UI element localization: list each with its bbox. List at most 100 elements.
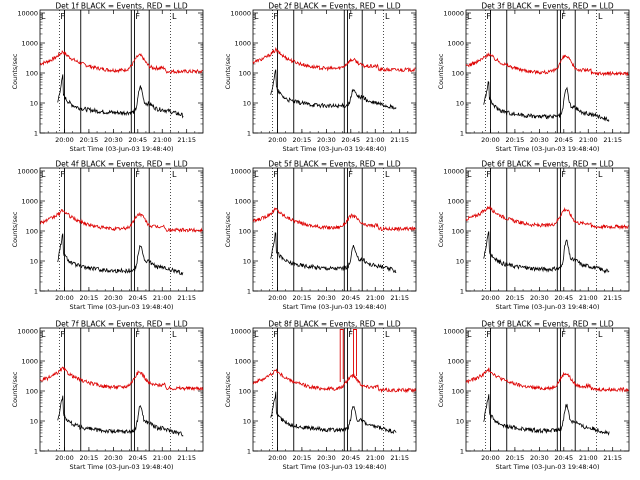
panel-det-6: Det 6f BLACK = Events, RED = LLD 1 10 100 10…	[437, 160, 630, 311]
y-tick-label: 1	[247, 130, 251, 138]
y-tick-label: 1000	[447, 198, 464, 206]
x-tick-label: 21:15	[603, 454, 622, 462]
y-tick-label: 100	[239, 388, 251, 396]
marker-last: L	[41, 12, 46, 21]
marker-last: L	[41, 170, 46, 179]
marker-last: L	[598, 170, 603, 179]
y-tick-label: 10	[30, 100, 38, 108]
y-tick-label: 10000	[17, 10, 38, 18]
panel-title: Det 9f BLACK = Events, RED = LLD	[481, 320, 614, 329]
x-tick-label: 20:15	[80, 294, 99, 302]
x-tick-label: 20:00	[55, 136, 74, 144]
x-tick-label: 21:00	[579, 294, 598, 302]
y-tick-label: 10000	[17, 328, 38, 336]
x-tick-label: 21:15	[177, 294, 196, 302]
y-tick-label: 10	[456, 100, 464, 108]
x-tick-label: 21:15	[603, 294, 622, 302]
y-tick-label: 10000	[443, 168, 464, 176]
marker-first: F	[348, 12, 353, 21]
marker-first: F	[135, 12, 140, 21]
series-lld	[39, 366, 203, 392]
marker-last: L	[254, 12, 259, 21]
series-events	[483, 81, 610, 122]
y-tick-label: 1000	[447, 40, 464, 48]
y-tick-label: 1	[34, 130, 38, 138]
x-tick-label: 20:30	[104, 454, 123, 462]
y-tick-label: 10	[30, 418, 38, 426]
marker-first: F	[486, 330, 491, 339]
series-events	[270, 69, 397, 110]
panel-title: Det 2f BLACK = Events, RED = LLD	[268, 2, 401, 11]
y-tick-label: 1000	[21, 198, 38, 206]
y-tick-label: 10000	[443, 328, 464, 336]
x-tick-label: 20:15	[506, 136, 525, 144]
y-tick-label: 10	[456, 418, 464, 426]
x-tick-label: 21:00	[153, 136, 172, 144]
x-tick-label: 20:30	[317, 454, 336, 462]
panel-det-2: Det 2f BLACK = Events, RED = LLD 1 10 100 10…	[224, 2, 417, 153]
x-tick-label: 20:15	[80, 136, 99, 144]
x-tick-label: 21:00	[579, 454, 598, 462]
x-tick-label: 20:45	[128, 136, 147, 144]
panel-title: Det 3f BLACK = Events, RED = LLD	[481, 2, 614, 11]
marker-first: F	[348, 170, 353, 179]
x-tick-label: 21:00	[153, 294, 172, 302]
y-tick-label: 10000	[230, 10, 251, 18]
x-tick-label: 20:00	[481, 136, 500, 144]
marker-first: F	[273, 12, 278, 21]
marker-first: F	[60, 330, 65, 339]
y-axis-label: Counts/sec	[224, 371, 232, 407]
marker-last: L	[172, 12, 177, 21]
x-tick-label: 20:15	[293, 136, 312, 144]
x-axis-label: Start Time (03-Jun-03 19:48:40)	[496, 463, 600, 471]
marker-first: F	[561, 12, 566, 21]
series-events	[57, 395, 184, 437]
x-tick-label: 20:00	[268, 294, 287, 302]
marker-last: L	[172, 170, 177, 179]
y-tick-label: 1000	[21, 40, 38, 48]
x-tick-label: 20:00	[268, 454, 287, 462]
x-tick-label: 21:00	[579, 136, 598, 144]
marker-last: L	[385, 170, 390, 179]
panel-title: Det 5f BLACK = Events, RED = LLD	[268, 160, 401, 169]
marker-last: L	[598, 330, 603, 339]
y-tick-label: 10000	[230, 168, 251, 176]
x-tick-label: 20:30	[530, 294, 549, 302]
y-tick-label: 1000	[21, 358, 38, 366]
x-tick-label: 20:15	[80, 454, 99, 462]
x-axis-label: Start Time (03-Jun-03 19:48:40)	[496, 303, 600, 311]
x-tick-label: 20:30	[530, 454, 549, 462]
series-lld	[39, 50, 203, 75]
x-tick-label: 20:30	[104, 136, 123, 144]
x-tick-label: 20:45	[341, 136, 360, 144]
y-tick-label: 1	[460, 448, 464, 456]
marker-last: L	[254, 170, 259, 179]
x-tick-label: 20:15	[506, 454, 525, 462]
y-tick-label: 1	[460, 288, 464, 296]
series-lld-spike	[339, 329, 357, 382]
x-tick-label: 20:00	[268, 136, 287, 144]
y-tick-label: 10	[243, 258, 251, 266]
panel-title: Det 8f BLACK = Events, RED = LLD	[268, 320, 401, 329]
y-tick-label: 1000	[234, 40, 251, 48]
x-tick-label: 21:15	[390, 294, 409, 302]
x-tick-label: 20:45	[554, 454, 573, 462]
x-tick-label: 20:45	[341, 294, 360, 302]
y-tick-label: 100	[26, 228, 38, 236]
marker-first: F	[486, 12, 491, 21]
y-tick-label: 1000	[234, 198, 251, 206]
y-tick-label: 1	[247, 288, 251, 296]
y-tick-label: 1	[460, 130, 464, 138]
x-tick-label: 20:00	[481, 454, 500, 462]
y-axis-label: Counts/sec	[437, 371, 445, 407]
marker-first: F	[135, 330, 140, 339]
marker-first: F	[273, 170, 278, 179]
y-tick-label: 10	[243, 100, 251, 108]
y-tick-label: 100	[452, 388, 464, 396]
x-tick-label: 20:30	[317, 136, 336, 144]
marker-last: L	[254, 330, 259, 339]
x-axis-label: Start Time (03-Jun-03 19:48:40)	[70, 303, 174, 311]
series-events	[270, 232, 397, 274]
x-tick-label: 20:15	[293, 454, 312, 462]
